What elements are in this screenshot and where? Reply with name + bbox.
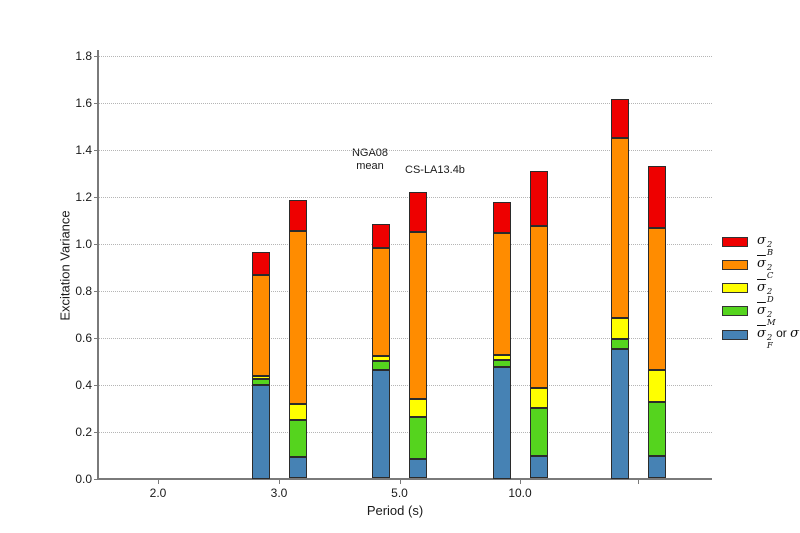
y-tickmark xyxy=(94,478,98,480)
y-gridline xyxy=(98,431,712,433)
bar-segment-C-nga08-mean xyxy=(492,232,511,356)
y-tick-label: 1.4 xyxy=(75,142,92,157)
x-axis-spine xyxy=(97,478,712,480)
x-tick-label: 2.0 xyxy=(149,485,167,500)
bar-segment-M-nga08-mean xyxy=(251,378,270,385)
legend-swatch-B xyxy=(722,236,748,247)
y-tickmark xyxy=(94,290,98,292)
bar-segment-B-cs-la13-4b xyxy=(647,165,666,229)
bar-segment-M-cs-la13-4b xyxy=(647,402,666,457)
y-tick-label: 0.4 xyxy=(75,377,92,392)
bar-segment-D-cs-la13-4b xyxy=(409,398,427,418)
y-tick-label: 1.2 xyxy=(75,189,92,204)
bar-segment-B-cs-la13-4b xyxy=(529,170,548,226)
y-tick-label: 0.0 xyxy=(75,471,92,486)
y-tickmark xyxy=(94,243,98,245)
bar-segment-F-cs-la13-4b xyxy=(647,456,666,479)
bar-segment-C-cs-la13-4b xyxy=(409,231,427,399)
y-tickmark xyxy=(94,149,98,151)
bar-segment-F-nga08-mean xyxy=(610,349,629,479)
bar-segment-M-nga08-mean xyxy=(372,361,390,371)
bar-segment-M-cs-la13-4b xyxy=(529,408,548,457)
bar-segment-M-nga08-mean xyxy=(610,338,629,350)
y-tick-label: 0.8 xyxy=(75,283,92,298)
bar-segment-B-nga08-mean xyxy=(372,223,390,249)
bar-segment-B-nga08-mean xyxy=(610,98,629,138)
legend-swatch-C xyxy=(722,259,748,270)
y-tick-label: 1.0 xyxy=(75,236,92,251)
y-gridline xyxy=(98,337,712,339)
x-tickmark xyxy=(279,479,280,484)
legend-swatch-D xyxy=(722,283,748,294)
bar-segment-D-nga08-mean xyxy=(610,317,629,339)
bar-segment-B-nga08-mean xyxy=(492,202,511,233)
y-tick-label: 1.6 xyxy=(75,95,92,110)
y-gridline xyxy=(98,384,712,386)
y-axis-spine xyxy=(97,50,99,480)
y-tick-label: 0.6 xyxy=(75,330,92,345)
y-gridline xyxy=(98,196,712,198)
bar-segment-D-cs-la13-4b xyxy=(529,388,548,408)
y-gridline xyxy=(98,149,712,151)
y-tickmark xyxy=(94,196,98,198)
bar-segment-D-nga08-mean xyxy=(492,355,511,360)
x-tick-label: 10.0 xyxy=(508,485,532,500)
bar-segment-D-nga08-mean xyxy=(372,356,390,361)
bar-segment-C-cs-la13-4b xyxy=(529,225,548,389)
bar-segment-C-nga08-mean xyxy=(251,275,270,377)
legend-swatch-F xyxy=(722,329,748,340)
bar-segment-D-cs-la13-4b xyxy=(647,370,666,403)
bar-segment-B-cs-la13-4b xyxy=(409,191,427,232)
bar-segment-F-cs-la13-4b xyxy=(409,458,427,479)
bar-segment-D-nga08-mean xyxy=(251,376,270,379)
bar-segment-C-nga08-mean xyxy=(372,248,390,357)
y-gridline xyxy=(98,102,712,104)
x-tickmark xyxy=(399,479,401,484)
bar-segment-C-cs-la13-4b xyxy=(647,228,666,371)
bar-segment-B-nga08-mean xyxy=(251,251,270,276)
bar-segment-M-cs-la13-4b xyxy=(409,417,427,459)
y-gridline xyxy=(98,243,712,245)
x-tickmark xyxy=(520,479,521,484)
bar-segment-D-cs-la13-4b xyxy=(288,404,307,420)
x-axis-title: Period (s) xyxy=(366,503,424,518)
y-gridline xyxy=(98,290,712,292)
x-tick-label: 5.0 xyxy=(391,485,408,500)
legend-swatch-M xyxy=(722,306,748,317)
bar-segment-C-cs-la13-4b xyxy=(288,230,307,405)
annotation-cs-la13: CS-LA13.4b xyxy=(405,164,465,176)
bar-segment-F-nga08-mean xyxy=(492,366,511,479)
bar-segment-B-cs-la13-4b xyxy=(288,200,307,231)
y-gridline xyxy=(98,55,712,57)
x-tickmark xyxy=(638,479,639,484)
y-tick-label: 0.2 xyxy=(75,424,92,439)
annotation-nga08-mean: NGA08 mean xyxy=(351,147,389,172)
bar-segment-F-nga08-mean xyxy=(372,370,390,479)
bar-segment-C-nga08-mean xyxy=(610,137,629,318)
bar-segment-M-cs-la13-4b xyxy=(288,419,307,458)
bar-segment-F-nga08-mean xyxy=(251,384,270,479)
y-tickmark xyxy=(94,431,98,433)
y-axis-title: Excitation Variance xyxy=(57,210,73,321)
bar-segment-F-cs-la13-4b xyxy=(288,457,307,479)
bar-segment-M-nga08-mean xyxy=(492,359,511,367)
y-tickmark xyxy=(94,384,98,386)
y-tickmark xyxy=(94,55,98,57)
x-tickmark xyxy=(158,479,159,484)
x-tick-label: 3.0 xyxy=(270,485,288,500)
y-tick-label: 1.8 xyxy=(75,48,92,63)
y-tickmark xyxy=(94,102,98,104)
y-tickmark xyxy=(94,337,98,339)
bar-segment-F-cs-la13-4b xyxy=(529,456,548,479)
